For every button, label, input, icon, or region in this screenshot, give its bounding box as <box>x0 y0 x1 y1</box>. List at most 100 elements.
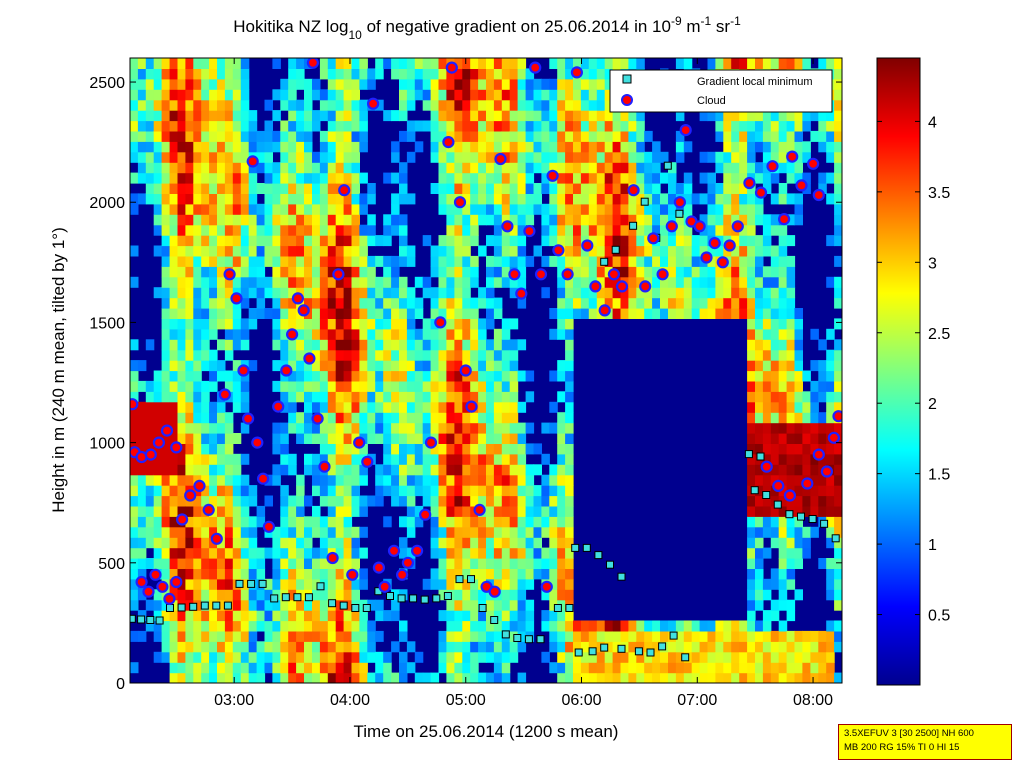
heatmap-cell <box>327 183 337 194</box>
heatmap-cell <box>399 110 408 122</box>
heatmap-cell <box>486 162 495 174</box>
heatmap-cell <box>573 308 582 319</box>
heatmap-cell <box>391 401 400 413</box>
heatmap-cell <box>161 110 171 122</box>
heatmap-cell <box>707 266 716 278</box>
heatmap-cell <box>383 235 392 247</box>
y-tick-label: 2000 <box>89 195 125 212</box>
heatmap-cell <box>304 130 313 142</box>
heatmap-cell <box>312 360 321 372</box>
heatmap-cell <box>755 516 764 528</box>
heatmap-cell <box>169 193 179 205</box>
cloud-marker <box>546 169 559 182</box>
heatmap-cell <box>240 89 250 101</box>
heatmap-cell <box>762 422 772 434</box>
heatmap-cell <box>778 141 788 153</box>
heatmap-cell <box>462 328 471 340</box>
heatmap-cell <box>161 505 171 517</box>
heatmap-cell <box>185 474 194 486</box>
heatmap-cell <box>335 422 345 434</box>
heatmap-cell <box>232 318 242 330</box>
heatmap-cell <box>153 370 163 382</box>
heatmap-cell <box>541 453 550 465</box>
cloud-marker <box>246 155 259 168</box>
heatmap-cell <box>620 120 629 132</box>
heatmap-cell <box>335 235 345 247</box>
heatmap-cell <box>217 297 226 309</box>
heatmap-cell <box>304 620 313 632</box>
heatmap-cell <box>486 287 495 299</box>
heatmap-cell <box>739 287 748 299</box>
heatmap-cell <box>778 453 788 465</box>
heatmap-cell <box>794 433 803 444</box>
heatmap-cell <box>272 610 281 622</box>
heatmap-cell <box>446 110 455 122</box>
cloud-marker <box>453 196 467 209</box>
heatmap-cell <box>715 193 724 205</box>
heatmap-cell <box>454 630 463 642</box>
heatmap-cell <box>762 641 772 653</box>
heatmap-cell <box>834 172 842 184</box>
heatmap-cell <box>185 339 194 351</box>
heatmap-cell <box>565 203 574 215</box>
heatmap-cell <box>762 151 772 163</box>
heatmap-cell <box>549 401 558 413</box>
heatmap-cell <box>747 360 756 372</box>
heatmap-cell <box>296 526 305 538</box>
heatmap-cell <box>493 78 503 90</box>
heatmap-cell <box>312 151 321 163</box>
heatmap-cell <box>699 287 709 299</box>
heatmap-cell <box>549 558 558 569</box>
heatmap-cell <box>826 620 835 632</box>
heatmap-cell <box>248 214 258 226</box>
heatmap-cell <box>312 224 321 236</box>
heatmap-cell <box>525 537 535 549</box>
heatmap-cell <box>683 297 693 309</box>
heatmap-cell <box>304 662 313 674</box>
heatmap-cell <box>399 672 408 683</box>
heatmap-cell <box>762 141 772 153</box>
heatmap-cell <box>517 120 527 132</box>
heatmap-cell <box>525 130 535 142</box>
heatmap-cell <box>525 151 535 163</box>
heatmap-cell <box>248 662 258 674</box>
heatmap-cell <box>762 235 772 247</box>
heatmap-cell <box>304 339 313 351</box>
heatmap-cell <box>193 193 202 205</box>
heatmap-cell <box>296 422 305 434</box>
heatmap-cell <box>557 547 566 559</box>
heatmap-cell <box>454 266 463 278</box>
heatmap-cell <box>493 245 503 257</box>
heatmap-cell <box>454 339 463 351</box>
heatmap-cell <box>446 328 455 340</box>
heatmap-cell <box>454 349 463 361</box>
heatmap-cell <box>280 505 289 517</box>
heatmap-cell <box>217 224 226 236</box>
heatmap-cell <box>596 235 606 247</box>
heatmap-cell <box>770 120 780 132</box>
heatmap-cell <box>319 276 329 288</box>
heatmap-cell <box>177 78 186 90</box>
heatmap-cell <box>224 630 234 642</box>
heatmap-cell <box>786 214 796 226</box>
gradient-minimum-marker <box>397 594 406 603</box>
heatmap-cell <box>549 641 558 653</box>
heatmap-cell <box>430 672 440 683</box>
heatmap-cell <box>359 370 368 382</box>
heatmap-cell <box>153 453 163 465</box>
heatmap-cell <box>565 651 574 663</box>
heatmap-cell <box>770 276 780 288</box>
heatmap-cell <box>691 672 701 683</box>
heatmap-cell <box>549 516 558 528</box>
heatmap-cell <box>478 183 487 194</box>
heatmap-cell <box>438 255 447 267</box>
heatmap-cell <box>272 339 281 351</box>
heatmap-cell <box>177 141 186 153</box>
heatmap-cell <box>755 349 764 361</box>
heatmap-cell <box>802 110 811 122</box>
heatmap-cell <box>517 672 527 683</box>
heatmap-cell <box>509 401 519 413</box>
heatmap-cell <box>130 474 139 486</box>
heatmap-cell <box>406 526 416 538</box>
heatmap-cell <box>193 183 202 194</box>
